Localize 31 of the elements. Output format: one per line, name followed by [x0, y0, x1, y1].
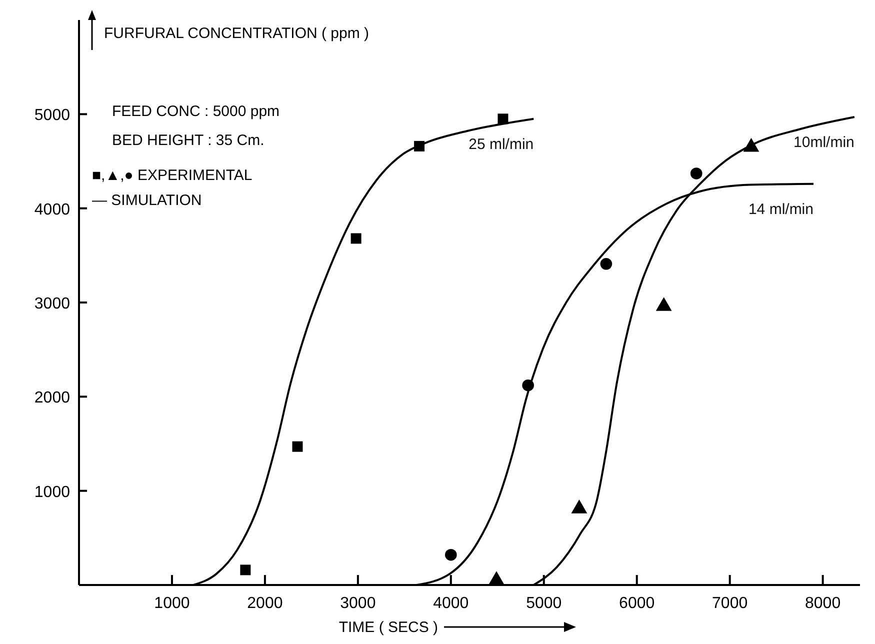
y-tick-label: 4000	[34, 201, 70, 218]
annotation: ■,▲,● EXPERIMENTAL	[92, 167, 252, 184]
point	[522, 379, 534, 392]
x-tick-label: 3000	[340, 595, 376, 612]
series-label: 10ml/min	[794, 134, 854, 151]
x-tick-label: 6000	[619, 595, 655, 612]
x-tick-label: 4000	[433, 595, 469, 612]
point	[414, 140, 425, 152]
x-tick-label: 5000	[526, 595, 562, 612]
y-axis-title: FURFURAL CONCENTRATION ( ppm )	[104, 25, 370, 42]
point	[498, 114, 508, 124]
y-tick-label: 3000	[34, 296, 70, 312]
annotation: FEED CONC : 5000 ppm	[112, 103, 280, 120]
x-tick-label: 2000	[247, 595, 283, 612]
series-label: 14 ml/min	[748, 200, 814, 218]
point	[600, 258, 612, 270]
annotation: BED HEIGHT : 35 Cm.	[112, 132, 264, 149]
point	[444, 548, 457, 561]
y-tick-label: 5000	[34, 107, 70, 124]
point	[350, 233, 362, 244]
x-tick-label: 7000	[712, 595, 748, 612]
y-tick-label: 2000	[34, 390, 70, 407]
annotation: — SIMULATION	[92, 192, 202, 209]
x-axis-title: TIME ( SECS )	[338, 619, 438, 636]
y-tick-label: 1000	[34, 484, 70, 501]
x-tick-label: 1000	[154, 595, 190, 612]
point	[292, 441, 303, 452]
point	[690, 168, 702, 180]
point	[240, 564, 251, 576]
series-label: 25 ml/min	[468, 136, 534, 153]
x-tick-label: 8000	[805, 595, 841, 612]
